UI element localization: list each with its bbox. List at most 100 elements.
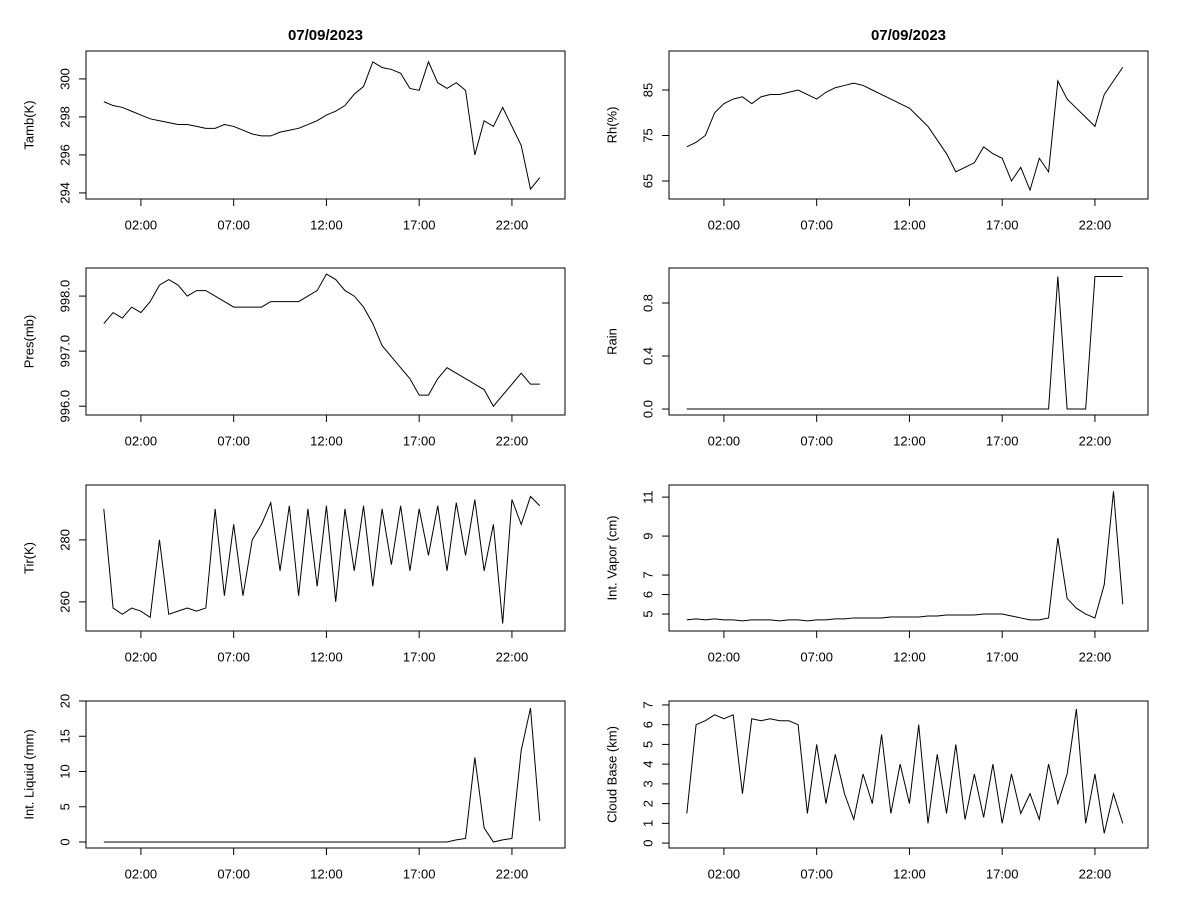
y-tick-label: 11	[640, 490, 655, 504]
plot-frame	[85, 267, 566, 416]
data-line	[686, 491, 1124, 622]
y-tick-label: 7	[640, 571, 655, 578]
x-tick-label: 07:00	[800, 433, 833, 448]
y-tick-label: 5	[640, 610, 655, 617]
x-tick-label: 02:00	[125, 433, 158, 448]
x-tick-label: 07:00	[800, 649, 833, 664]
y-axis-label: Cloud Base (km)	[604, 726, 619, 823]
y-tick-label: 7	[640, 701, 655, 708]
x-tick-label: 07:00	[217, 866, 250, 881]
y-tick-label: 998.0	[57, 280, 72, 313]
y-tick-label: 15	[57, 729, 72, 743]
y-tick-label: 20	[57, 694, 72, 708]
x-tick-label: 07:00	[800, 217, 833, 232]
x-tick-label: 22:00	[1079, 217, 1112, 232]
data-line	[686, 275, 1123, 410]
y-tick-label: 260	[57, 591, 72, 613]
y-tick-label: 294	[57, 182, 72, 204]
x-tick-label: 22:00	[496, 866, 529, 881]
y-tick-label: 75	[640, 128, 655, 142]
y-axis-label: Int. Vapor (cm)	[604, 515, 619, 600]
y-tick-label: 65	[640, 174, 655, 188]
y-tick-label: 4	[640, 761, 655, 768]
x-tick-label: 12:00	[893, 649, 926, 664]
x-tick-label: 22:00	[496, 433, 529, 448]
data-line	[686, 708, 1124, 834]
x-tick-label: 07:00	[217, 649, 250, 664]
chart-title: 07/09/2023	[288, 27, 363, 44]
x-tick-label: 17:00	[986, 217, 1019, 232]
chart-title: 07/09/2023	[871, 27, 946, 44]
plot-frame	[668, 700, 1149, 849]
y-tick-label: 300	[57, 68, 72, 90]
data-line	[103, 273, 540, 408]
x-tick-label: 12:00	[310, 649, 343, 664]
y-tick-label: 9	[640, 532, 655, 539]
x-tick-label: 17:00	[403, 649, 436, 664]
x-tick-label: 02:00	[708, 649, 741, 664]
x-tick-label: 17:00	[986, 649, 1019, 664]
plot-frame	[85, 50, 566, 200]
y-tick-label: 5	[640, 741, 655, 748]
x-tick-label: 12:00	[310, 433, 343, 448]
x-tick-label: 17:00	[403, 217, 436, 232]
x-tick-label: 12:00	[310, 866, 343, 881]
y-tick-label: 10	[57, 764, 72, 778]
y-axis-label: Pres(mb)	[21, 315, 36, 368]
y-axis-label: Rain	[604, 328, 619, 355]
data-line	[103, 707, 541, 843]
x-tick-label: 17:00	[986, 433, 1019, 448]
x-tick-label: 22:00	[496, 217, 529, 232]
data-line	[103, 60, 541, 191]
y-tick-label: 0	[57, 838, 72, 845]
x-tick-label: 02:00	[708, 433, 741, 448]
y-tick-label: 996.0	[57, 390, 72, 423]
x-tick-label: 22:00	[1079, 649, 1112, 664]
y-tick-label: 298	[57, 106, 72, 128]
y-axis-label: Tir(K)	[21, 542, 36, 574]
x-tick-label: 22:00	[1079, 433, 1112, 448]
plot-frame	[85, 700, 566, 849]
y-tick-label: 296	[57, 144, 72, 166]
x-tick-label: 02:00	[125, 649, 158, 664]
x-tick-label: 07:00	[217, 217, 250, 232]
data-line	[686, 66, 1124, 192]
y-axis-label: Rh(%)	[604, 107, 619, 144]
x-tick-label: 02:00	[708, 866, 741, 881]
x-tick-label: 02:00	[708, 217, 741, 232]
y-tick-label: 85	[640, 83, 655, 97]
x-tick-label: 02:00	[125, 866, 158, 881]
plot-frame	[668, 484, 1149, 632]
y-tick-label: 6	[640, 591, 655, 598]
x-tick-label: 17:00	[403, 866, 436, 881]
plot-frame	[668, 50, 1149, 200]
y-tick-label: 3	[640, 780, 655, 787]
x-tick-label: 22:00	[1079, 866, 1112, 881]
y-tick-label: 5	[57, 803, 72, 810]
x-tick-label: 17:00	[403, 433, 436, 448]
y-tick-label: 0.8	[640, 294, 655, 312]
x-tick-label: 22:00	[496, 649, 529, 664]
y-tick-label: 280	[57, 529, 72, 551]
y-tick-label: 0.4	[640, 347, 655, 365]
x-tick-label: 12:00	[893, 433, 926, 448]
x-tick-label: 02:00	[125, 217, 158, 232]
y-tick-label: 2	[640, 800, 655, 807]
x-tick-label: 07:00	[800, 866, 833, 881]
y-tick-label: 1	[640, 820, 655, 827]
x-tick-label: 12:00	[310, 217, 343, 232]
y-tick-label: 997.0	[57, 335, 72, 368]
y-axis-label: Int. Liquid (mm)	[21, 729, 36, 819]
y-tick-label: 6	[640, 721, 655, 728]
x-tick-label: 07:00	[217, 433, 250, 448]
plot-frame	[85, 484, 566, 632]
y-axis-label: Tamb(K)	[21, 100, 36, 149]
y-tick-label: 0.0	[640, 400, 655, 418]
y-tick-label: 0	[640, 839, 655, 846]
x-tick-label: 12:00	[893, 866, 926, 881]
plot-frame	[668, 267, 1149, 416]
data-line	[103, 495, 541, 624]
x-tick-label: 17:00	[986, 866, 1019, 881]
